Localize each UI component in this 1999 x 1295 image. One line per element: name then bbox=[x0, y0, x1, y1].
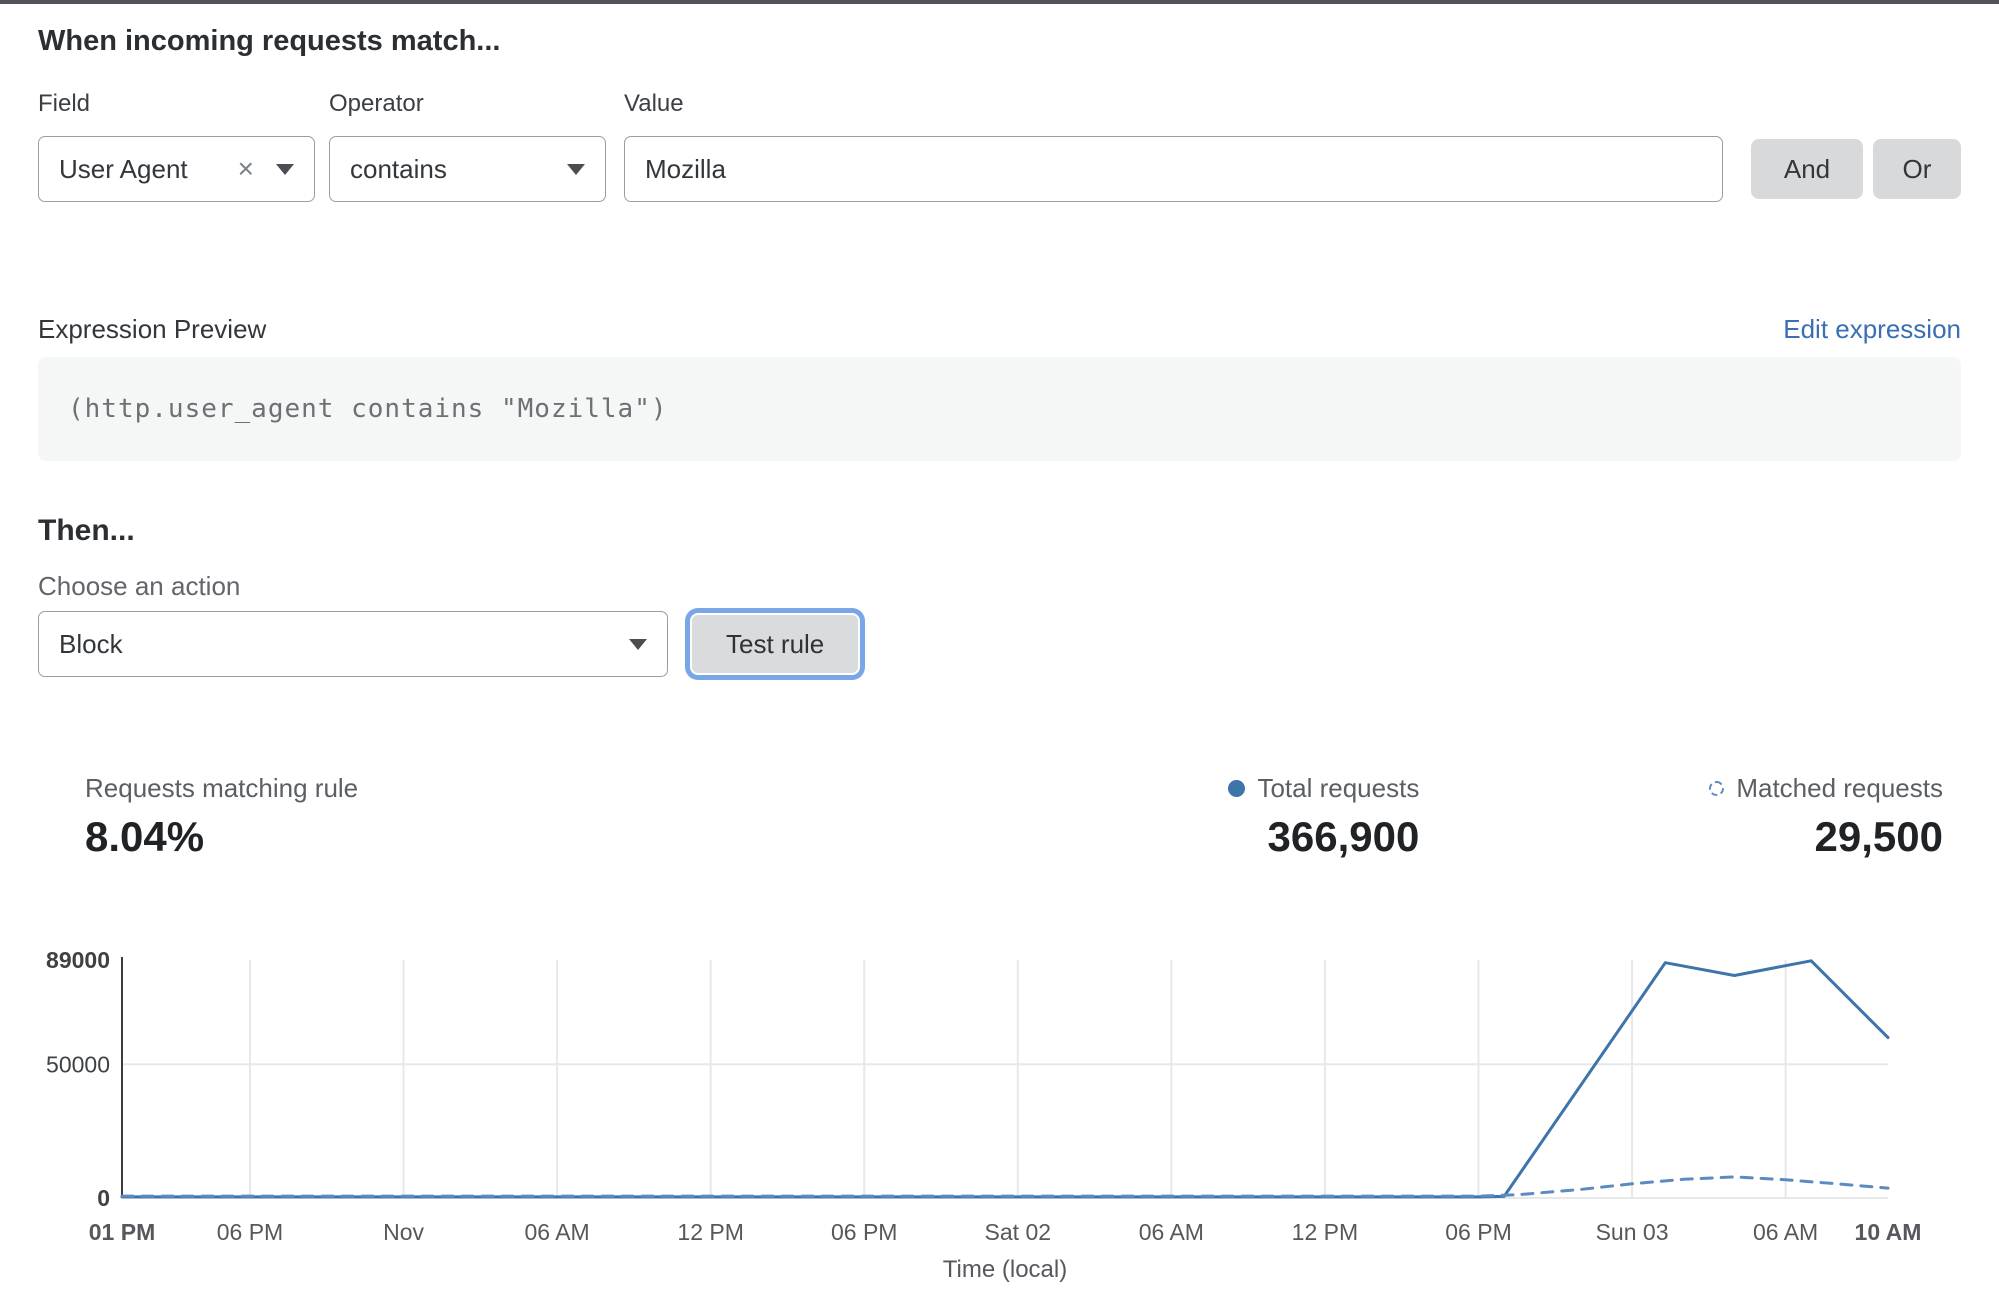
total-requests-legend-dot-icon bbox=[1228, 779, 1246, 797]
value-label: Value bbox=[624, 90, 684, 117]
and-button[interactable]: And bbox=[1751, 139, 1863, 199]
matched-requests-value: 29,500 bbox=[1814, 813, 1943, 860]
choose-action-label: Choose an action bbox=[38, 571, 241, 601]
field-select[interactable]: User Agent × bbox=[38, 136, 315, 202]
chevron-down-icon bbox=[629, 638, 647, 650]
svg-text:01 PM: 01 PM bbox=[89, 1219, 155, 1245]
then-heading: Then... bbox=[38, 514, 135, 547]
expression-preview-label: Expression Preview bbox=[38, 314, 267, 344]
field-select-value: User Agent bbox=[59, 153, 188, 184]
svg-text:06 AM: 06 AM bbox=[1753, 1219, 1818, 1245]
total-requests-value: 366,900 bbox=[1267, 813, 1420, 860]
svg-text:12 PM: 12 PM bbox=[1292, 1219, 1358, 1245]
matched-requests-legend-ring-icon bbox=[1709, 780, 1725, 796]
action-select[interactable]: Block bbox=[38, 611, 668, 677]
chevron-down-icon bbox=[567, 163, 585, 175]
requests-matching-label: Requests matching rule bbox=[85, 773, 359, 803]
svg-text:06 AM: 06 AM bbox=[524, 1219, 589, 1245]
clear-field-icon[interactable]: × bbox=[237, 153, 254, 184]
test-rule-button[interactable]: Test rule bbox=[690, 613, 861, 675]
svg-text:06 PM: 06 PM bbox=[831, 1219, 897, 1245]
rule-builder-heading: When incoming requests match... bbox=[38, 25, 501, 57]
svg-text:06 PM: 06 PM bbox=[217, 1219, 283, 1245]
edit-expression-link[interactable]: Edit expression bbox=[1783, 314, 1961, 344]
or-button[interactable]: Or bbox=[1873, 139, 1961, 199]
value-input[interactable] bbox=[624, 136, 1723, 202]
requests-line-chart: 0 50000 89000 01 PM 06 PM Nov 06 AM 12 PM 06 PM S… bbox=[0, 933, 1999, 1295]
svg-text:89000: 89000 bbox=[46, 947, 110, 973]
expression-preview-box: (http.user_agent contains "Mozilla") bbox=[38, 357, 1961, 461]
svg-text:Sun 03: Sun 03 bbox=[1596, 1219, 1669, 1245]
svg-text:06 PM: 06 PM bbox=[1445, 1219, 1511, 1245]
action-select-value: Block bbox=[59, 628, 123, 659]
expression-code: (http.user_agent contains "Mozilla") bbox=[68, 394, 668, 424]
top-border bbox=[0, 0, 1999, 4]
operator-select-value: contains bbox=[350, 153, 447, 184]
svg-text:50000: 50000 bbox=[46, 1051, 110, 1077]
total-requests-label: Total requests bbox=[1257, 773, 1420, 803]
svg-text:Nov: Nov bbox=[383, 1219, 424, 1245]
svg-text:06 AM: 06 AM bbox=[1139, 1219, 1204, 1245]
operator-label: Operator bbox=[329, 90, 424, 117]
svg-text:0: 0 bbox=[97, 1185, 110, 1211]
svg-text:10 AM: 10 AM bbox=[1855, 1219, 1922, 1245]
chevron-down-icon bbox=[276, 163, 294, 175]
operator-select[interactable]: contains bbox=[329, 136, 606, 202]
svg-text:Time (local): Time (local) bbox=[943, 1256, 1067, 1283]
svg-text:Sat 02: Sat 02 bbox=[985, 1219, 1052, 1245]
requests-matching-value: 8.04% bbox=[85, 813, 205, 860]
matched-requests-label: Matched requests bbox=[1736, 773, 1943, 803]
svg-text:12 PM: 12 PM bbox=[677, 1219, 743, 1245]
field-label: Field bbox=[38, 90, 91, 117]
